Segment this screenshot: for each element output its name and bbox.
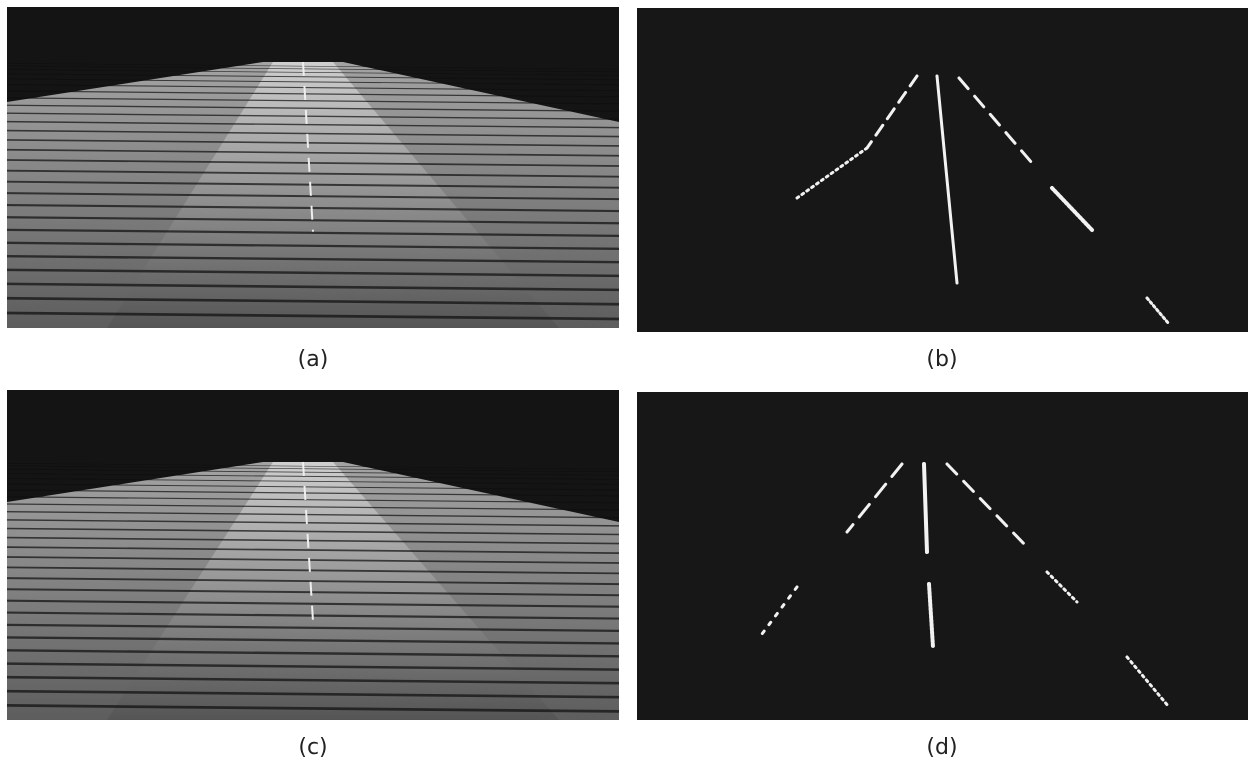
panel-b-image	[637, 8, 1248, 332]
page: (a) (b) (c) (d) (() => { const data = JS…	[0, 0, 1250, 771]
panel-label: (a)	[298, 347, 329, 372]
panel-d-image	[637, 392, 1248, 720]
panel-label: (d)	[926, 735, 957, 760]
figure: (a) (b) (c) (d)	[0, 0, 1250, 771]
panel-label: (b)	[926, 347, 957, 372]
panel-label: (c)	[298, 735, 327, 760]
